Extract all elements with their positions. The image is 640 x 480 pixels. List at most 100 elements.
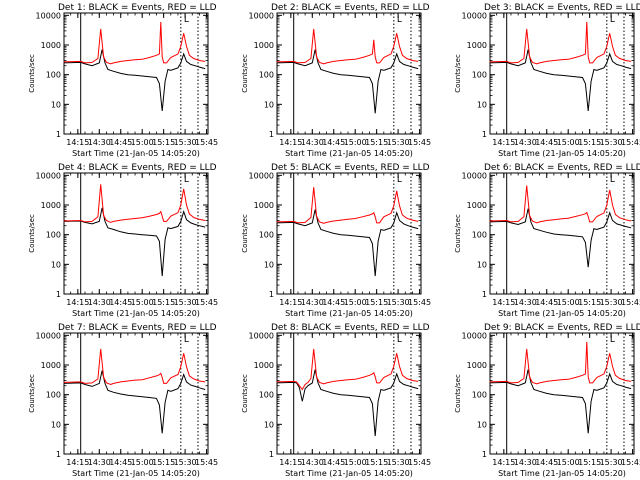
- x-tick-label: 15:45: [621, 138, 640, 147]
- y-tick-label: 10: [51, 100, 61, 109]
- x-tick-label: 14:45: [322, 458, 345, 467]
- y-tick-label: 100: [472, 391, 487, 400]
- marker-label: L: [397, 175, 402, 185]
- y-tick-label: 1: [269, 290, 274, 299]
- x-tick-label: 15:30: [387, 458, 410, 467]
- plot-frame: [63, 12, 209, 135]
- y-tick-label: 100: [46, 71, 61, 80]
- x-tick-label: 15:15: [152, 458, 175, 467]
- y-tick-label: 1: [482, 130, 487, 139]
- y-axis-label: Counts/sec: [28, 374, 36, 413]
- chart-title: Det 6: BLACK = Events, RED = LLD: [484, 163, 640, 173]
- y-tick-label: 1: [269, 130, 274, 139]
- y-tick-label: 1000: [254, 201, 274, 210]
- y-tick-label: 10: [264, 100, 274, 109]
- y-tick-label: 10: [477, 260, 487, 269]
- y-tick-label: 10: [264, 260, 274, 269]
- x-tick-label: 15:45: [621, 458, 640, 467]
- marker-label: L: [184, 175, 189, 185]
- y-tick-label: 10000: [462, 331, 487, 340]
- y-tick-label: 10: [51, 260, 61, 269]
- chart-panel-2: Det 2: BLACK = Events, RED = LLD Counts/s…: [241, 3, 431, 158]
- chart-title: Det 7: BLACK = Events, RED = LLD: [58, 323, 217, 333]
- y-axis-label: Counts/sec: [241, 54, 249, 93]
- x-tick-label: 14:45: [322, 138, 345, 147]
- marker-label: L: [184, 15, 189, 25]
- x-axis-label: Start Time (21-Jan-05 14:05:20): [498, 469, 626, 478]
- y-tick-label: 10000: [36, 331, 61, 340]
- y-tick-label: 1000: [254, 361, 274, 370]
- plot-frame: [489, 12, 635, 135]
- x-tick-label: 14:45: [535, 298, 558, 307]
- y-axis-label: Counts/sec: [241, 214, 249, 253]
- x-tick-label: 15:45: [408, 458, 431, 467]
- y-tick-label: 10000: [36, 171, 61, 180]
- y-tick-label: 1: [56, 450, 61, 459]
- y-tick-label: 1: [56, 130, 61, 139]
- x-tick-label: 15:30: [600, 298, 623, 307]
- x-tick-label: 15:45: [195, 458, 218, 467]
- x-tick-label: 15:00: [131, 298, 154, 307]
- plot-frame: [276, 172, 422, 295]
- x-tick-label: 15:00: [344, 298, 367, 307]
- plot-frame: [276, 12, 422, 135]
- x-tick-label: 14:30: [301, 298, 324, 307]
- x-tick-label: 14:15: [66, 138, 89, 147]
- x-tick-label: 15:00: [344, 138, 367, 147]
- y-tick-label: 10000: [36, 11, 61, 20]
- x-axis-label: Start Time (21-Jan-05 14:05:20): [498, 309, 626, 318]
- y-axis-label: Counts/sec: [454, 214, 462, 253]
- events-series-line: [489, 49, 632, 111]
- x-tick-label: 15:00: [344, 458, 367, 467]
- x-tick-label: 15:00: [557, 458, 580, 467]
- x-tick-label: 15:00: [131, 458, 154, 467]
- x-tick-label: 15:30: [387, 138, 410, 147]
- x-axis-label: Start Time (21-Jan-05 14:05:20): [285, 309, 413, 318]
- chart-title: Det 9: BLACK = Events, RED = LLD: [484, 323, 640, 333]
- chart-panel-9: Det 9: BLACK = Events, RED = LLD Counts/s…: [454, 323, 640, 478]
- plot-frame: [63, 332, 209, 455]
- y-tick-label: 1: [482, 290, 487, 299]
- chart-panel-6: Det 6: BLACK = Events, RED = LLD Counts/s…: [454, 163, 640, 318]
- x-tick-label: 14:30: [301, 458, 324, 467]
- x-tick-label: 14:45: [109, 298, 132, 307]
- plot-frame: [489, 172, 635, 295]
- x-axis-label: Start Time (21-Jan-05 14:05:20): [285, 149, 413, 158]
- plot-frame: [489, 332, 635, 455]
- x-tick-label: 14:45: [109, 138, 132, 147]
- x-tick-label: 14:15: [66, 458, 89, 467]
- y-tick-label: 100: [259, 71, 274, 80]
- x-tick-label: 14:15: [279, 138, 302, 147]
- y-tick-label: 1000: [254, 41, 274, 50]
- marker-label: L: [610, 15, 615, 25]
- x-tick-label: 14:30: [514, 298, 537, 307]
- x-tick-label: 15:00: [557, 138, 580, 147]
- y-tick-label: 10: [264, 420, 274, 429]
- lld-series-line: [489, 185, 632, 224]
- lld-series-line: [63, 21, 206, 65]
- x-tick-label: 14:15: [279, 458, 302, 467]
- x-axis-label: Start Time (21-Jan-05 14:05:20): [498, 149, 626, 158]
- x-tick-label: 15:15: [365, 298, 388, 307]
- x-tick-label: 15:15: [365, 138, 388, 147]
- events-series-line: [276, 209, 419, 277]
- events-series-line: [276, 369, 419, 437]
- x-tick-label: 14:30: [88, 138, 111, 147]
- x-tick-label: 15:15: [152, 298, 175, 307]
- y-axis-label: Counts/sec: [454, 54, 462, 93]
- plot-frame: [63, 172, 209, 295]
- y-axis-label: Counts/sec: [241, 374, 249, 413]
- x-tick-label: 14:15: [492, 298, 515, 307]
- lld-series-line: [276, 28, 419, 65]
- x-tick-label: 15:30: [174, 298, 197, 307]
- x-tick-label: 15:30: [600, 458, 623, 467]
- chart-panel-4: Det 4: BLACK = Events, RED = LLD Counts/s…: [28, 163, 218, 318]
- lld-series-line: [63, 184, 206, 223]
- y-tick-label: 1000: [467, 201, 487, 210]
- y-tick-label: 1000: [41, 41, 61, 50]
- x-tick-label: 14:30: [88, 458, 111, 467]
- x-tick-label: 15:30: [600, 138, 623, 147]
- chart-panel-7: Det 7: BLACK = Events, RED = LLD Counts/s…: [28, 323, 218, 478]
- marker-label: L: [610, 175, 615, 185]
- x-tick-label: 14:45: [322, 298, 345, 307]
